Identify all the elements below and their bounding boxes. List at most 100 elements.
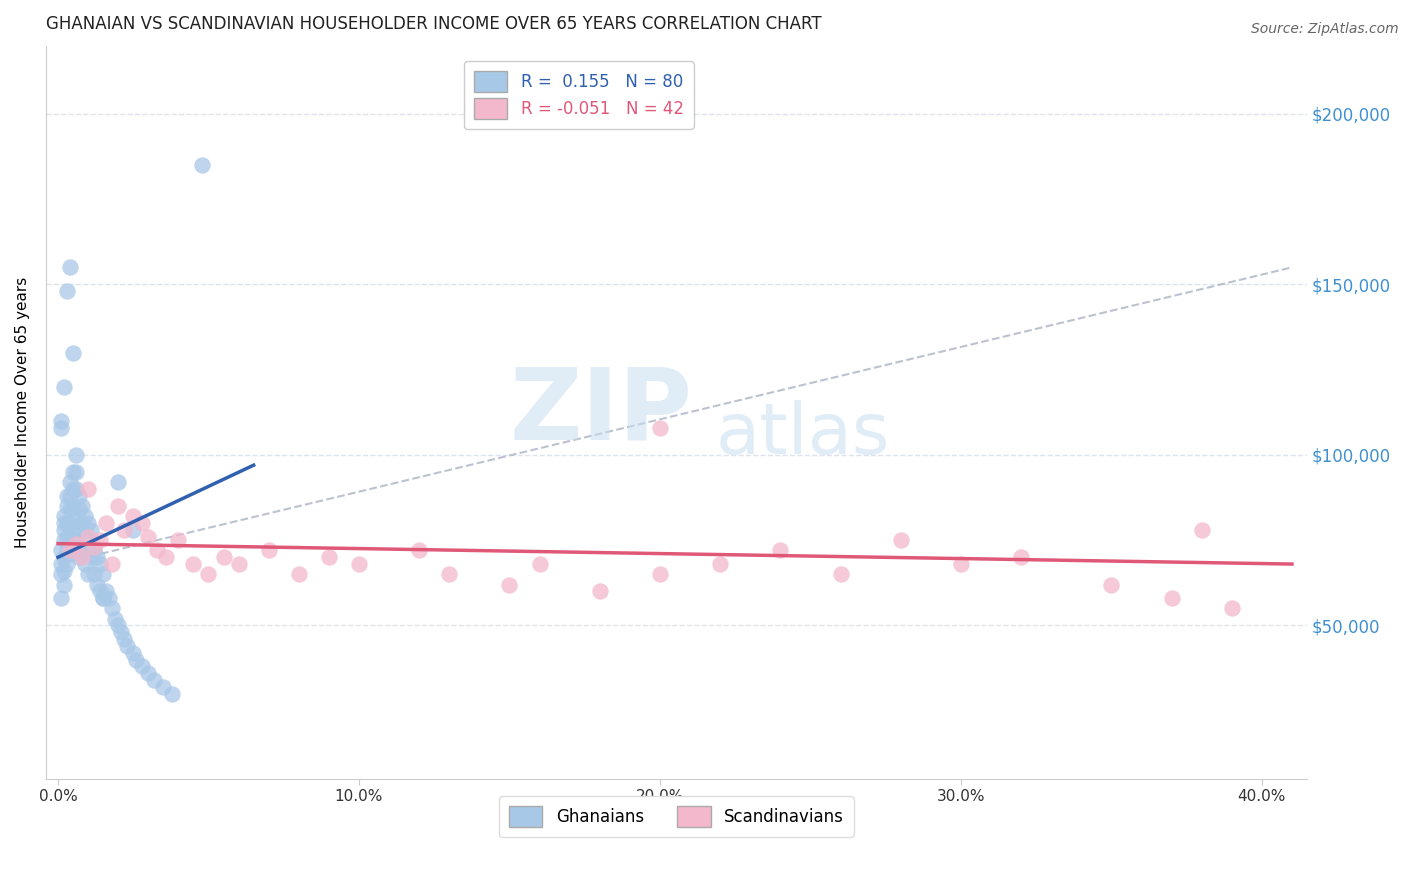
Point	[162, 687, 184, 701]
Legend: Ghanaians, Scandinavians: Ghanaians, Scandinavians	[499, 797, 853, 837]
Point	[91, 567, 114, 582]
Point	[112, 523, 135, 537]
Point	[136, 666, 159, 681]
Point	[86, 577, 108, 591]
Point	[89, 557, 111, 571]
Point	[62, 482, 84, 496]
Point	[59, 530, 82, 544]
Point	[949, 557, 972, 571]
Point	[75, 509, 97, 524]
Point	[53, 509, 76, 524]
Point	[49, 567, 72, 582]
Point	[53, 533, 76, 548]
Text: GHANAIAN VS SCANDINAVIAN HOUSEHOLDER INCOME OVER 65 YEARS CORRELATION CHART: GHANAIAN VS SCANDINAVIAN HOUSEHOLDER INC…	[46, 15, 821, 33]
Point	[408, 543, 430, 558]
Point	[318, 550, 340, 565]
Point	[191, 158, 214, 172]
Point	[146, 543, 169, 558]
Point	[77, 543, 100, 558]
Point	[77, 567, 100, 582]
Point	[183, 557, 205, 571]
Point	[75, 557, 97, 571]
Point	[65, 536, 87, 550]
Point	[136, 530, 159, 544]
Point	[67, 550, 90, 565]
Point	[648, 420, 671, 434]
Point	[80, 523, 103, 537]
Point	[80, 550, 103, 565]
Point	[67, 489, 90, 503]
Point	[62, 543, 84, 558]
Point	[49, 557, 72, 571]
Point	[1220, 601, 1243, 615]
Point	[53, 516, 76, 530]
Point	[53, 564, 76, 578]
Point	[228, 557, 250, 571]
Point	[49, 543, 72, 558]
Point	[56, 489, 79, 503]
Point	[49, 420, 72, 434]
Point	[53, 550, 76, 565]
Point	[86, 550, 108, 565]
Point	[65, 509, 87, 524]
Point	[62, 523, 84, 537]
Point	[59, 475, 82, 490]
Point	[59, 516, 82, 530]
Text: ZIP: ZIP	[509, 364, 692, 461]
Point	[101, 557, 124, 571]
Point	[65, 533, 87, 548]
Point	[70, 550, 93, 565]
Point	[56, 543, 79, 558]
Point	[104, 612, 127, 626]
Point	[70, 543, 93, 558]
Point	[155, 550, 177, 565]
Point	[107, 499, 129, 513]
Point	[59, 260, 82, 275]
Point	[56, 516, 79, 530]
Point	[1099, 577, 1122, 591]
Point	[70, 499, 93, 513]
Text: Source: ZipAtlas.com: Source: ZipAtlas.com	[1251, 22, 1399, 37]
Point	[91, 591, 114, 606]
Point	[101, 601, 124, 615]
Point	[498, 577, 520, 591]
Point	[98, 591, 121, 606]
Point	[439, 567, 461, 582]
Point	[1010, 550, 1032, 565]
Point	[648, 567, 671, 582]
Point	[589, 584, 612, 599]
Point	[1160, 591, 1182, 606]
Point	[167, 533, 190, 548]
Point	[529, 557, 551, 571]
Point	[67, 502, 90, 516]
Point	[107, 618, 129, 632]
Point	[59, 502, 82, 516]
Point	[65, 448, 87, 462]
Point	[56, 499, 79, 513]
Point	[890, 533, 912, 548]
Point	[122, 646, 145, 660]
Point	[83, 540, 105, 554]
Point	[288, 567, 311, 582]
Point	[56, 530, 79, 544]
Point	[59, 543, 82, 558]
Point	[112, 632, 135, 646]
Point	[83, 567, 105, 582]
Point	[70, 516, 93, 530]
Point	[67, 523, 90, 537]
Point	[347, 557, 370, 571]
Point	[257, 543, 280, 558]
Point	[77, 482, 100, 496]
Point	[56, 557, 79, 571]
Point	[122, 509, 145, 524]
Point	[115, 639, 138, 653]
Point	[131, 516, 153, 530]
Point	[77, 516, 100, 530]
Point	[49, 414, 72, 428]
Point	[49, 591, 72, 606]
Point	[1191, 523, 1213, 537]
Point	[96, 584, 118, 599]
Point	[769, 543, 792, 558]
Point	[53, 577, 76, 591]
Point	[131, 659, 153, 673]
